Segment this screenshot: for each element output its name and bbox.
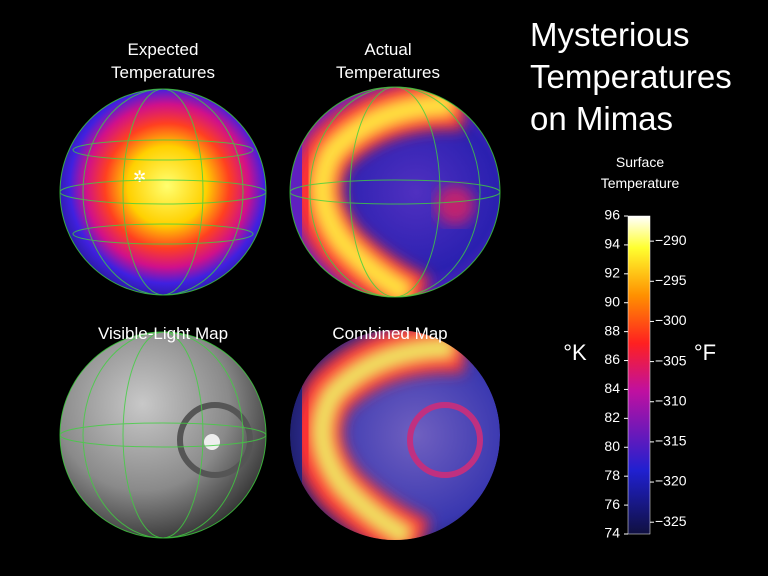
- kelvin-tick-label: 76: [604, 496, 620, 512]
- fahrenheit-tick-label: −310: [655, 392, 687, 408]
- panel-label: Visible-Light Map: [97, 324, 229, 343]
- fahrenheit-tick-label: −320: [655, 473, 687, 489]
- fahrenheit-tick-label: −300: [655, 312, 687, 328]
- panel-label: Combined Map: [332, 324, 448, 343]
- grid-lines: [59, 86, 501, 539]
- fahrenheit-unit: °F: [693, 340, 717, 365]
- kelvin-tick-label: 94: [604, 236, 620, 252]
- kelvin-tick-label: 80: [604, 438, 620, 454]
- kelvin-tick-label: 86: [604, 351, 620, 367]
- title: Mysterious Temperatures on Mimas: [530, 16, 732, 137]
- kelvin-tick-label: 78: [604, 467, 620, 483]
- fahrenheit-tick-label: −290: [655, 232, 687, 248]
- panel-label: Actual Temperatures: [336, 40, 440, 82]
- combined-globe: [290, 330, 500, 540]
- panel-label: Expected Temperatures: [111, 40, 215, 82]
- fahrenheit-tick-label: −295: [655, 272, 687, 288]
- colorbar-label: Surface Temperature: [600, 154, 680, 191]
- kelvin-tick-label: 92: [604, 265, 620, 281]
- visible-globe: [60, 332, 266, 538]
- kelvin-tick-label: 90: [604, 293, 620, 309]
- svg-text:✲: ✲: [133, 169, 146, 186]
- fahrenheit-tick-label: −305: [655, 352, 687, 368]
- expected-globe: ✲: [60, 89, 266, 295]
- actual-globe: [290, 87, 500, 297]
- kelvin-tick-label: 82: [604, 409, 620, 425]
- kelvin-tick-label: 88: [604, 322, 620, 338]
- kelvin-tick-label: 74: [604, 525, 620, 541]
- colorbar: [627, 215, 651, 535]
- fahrenheit-tick-label: −315: [655, 433, 687, 449]
- fahrenheit-tick-label: −325: [655, 513, 687, 529]
- kelvin-tick-label: 84: [604, 380, 620, 396]
- kelvin-tick-label: 96: [604, 207, 620, 223]
- kelvin-unit: °K: [563, 340, 587, 365]
